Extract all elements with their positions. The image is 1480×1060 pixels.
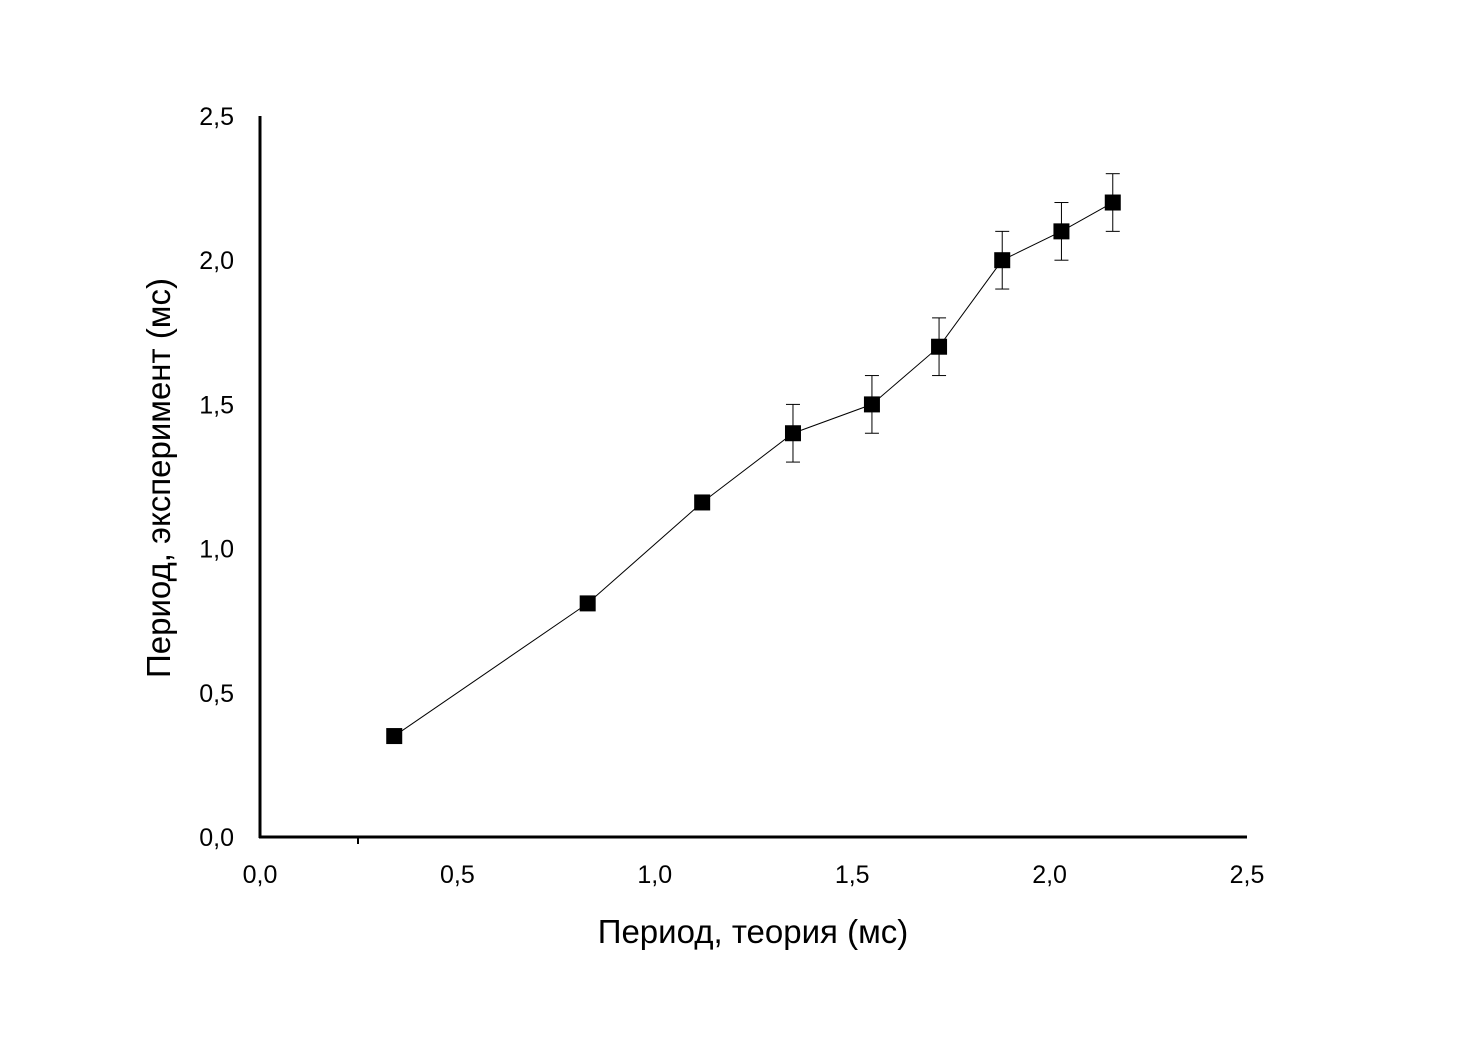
data-point [1053,223,1070,240]
series-line-group [393,202,1114,737]
data-point [579,595,596,612]
data-point [931,338,948,355]
x-tick-label: 2,5 [1230,861,1265,889]
x-tick-label: 1,5 [835,861,870,889]
axes [258,116,1247,839]
error-bars [785,173,1120,463]
markers [386,194,1121,745]
x-tick-label: 0,0 [243,861,278,889]
series-line [393,202,1114,737]
data-point [386,728,403,745]
x-axis-title: Период, теория (мс) [598,913,909,950]
y-tick-label: 2,5 [199,103,234,131]
data-point [994,252,1011,269]
y-tick-label: 0,5 [199,680,234,708]
x-ticks: 0,0 0,5 1,0 1,5 2,0 2,5 [243,837,1265,889]
data-point [694,494,711,511]
y-tick-label: 1,5 [199,391,234,419]
x-tick-label: 0,5 [440,861,475,889]
y-tick-label: 2,0 [199,247,234,275]
data-point [863,396,880,413]
data-point [784,425,801,442]
y-tick-label: 0,0 [199,824,234,852]
y-axis-title: Период, эксперимент (мс) [140,278,177,678]
data-point [1104,194,1121,211]
y-ticks: 0,0 0,5 1,0 1,5 2,0 2,5 [199,103,234,852]
x-tick-label: 1,0 [637,861,672,889]
y-tick-label: 1,0 [199,536,234,564]
x-tick-label: 2,0 [1032,861,1067,889]
